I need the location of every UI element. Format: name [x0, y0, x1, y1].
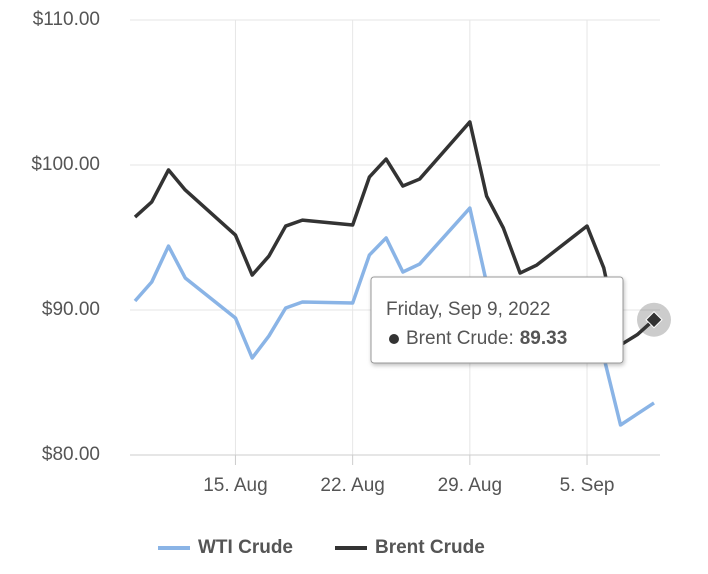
- tooltip-date: Friday, Sep 9, 2022: [386, 299, 550, 320]
- y-tick-label: $80.00: [42, 444, 100, 465]
- legend-label: WTI Crude: [198, 537, 293, 558]
- series-line: [133, 120, 656, 347]
- grid: $80.00 $90.00 $100.00 $110.00 15. Aug 22. Aug…: [31, 9, 660, 496]
- y-tick-label: $100.00: [31, 154, 100, 175]
- plot: [133, 120, 656, 427]
- tooltip-box: [370, 276, 624, 364]
- tooltip-label: Brent Crude:: [406, 328, 514, 349]
- tooltip: Friday, Sep 9, 2022 Brent Crude: 89.33: [370, 276, 671, 364]
- hover-marker: [645, 311, 663, 329]
- y-tick-label: $110.00: [33, 9, 100, 30]
- tooltip-value: 89.33: [520, 328, 568, 349]
- legend: WTI Crude Brent Crude: [158, 537, 485, 558]
- x-tick-label: 5. Sep: [560, 475, 615, 496]
- legend-label: Brent Crude: [375, 537, 485, 558]
- x-tick-label: 29. Aug: [438, 475, 502, 496]
- x-tick-label: 22. Aug: [320, 475, 384, 496]
- y-tick-label: $90.00: [42, 299, 100, 320]
- tooltip-bullet: [389, 334, 399, 344]
- x-tick-label: 15. Aug: [203, 475, 267, 496]
